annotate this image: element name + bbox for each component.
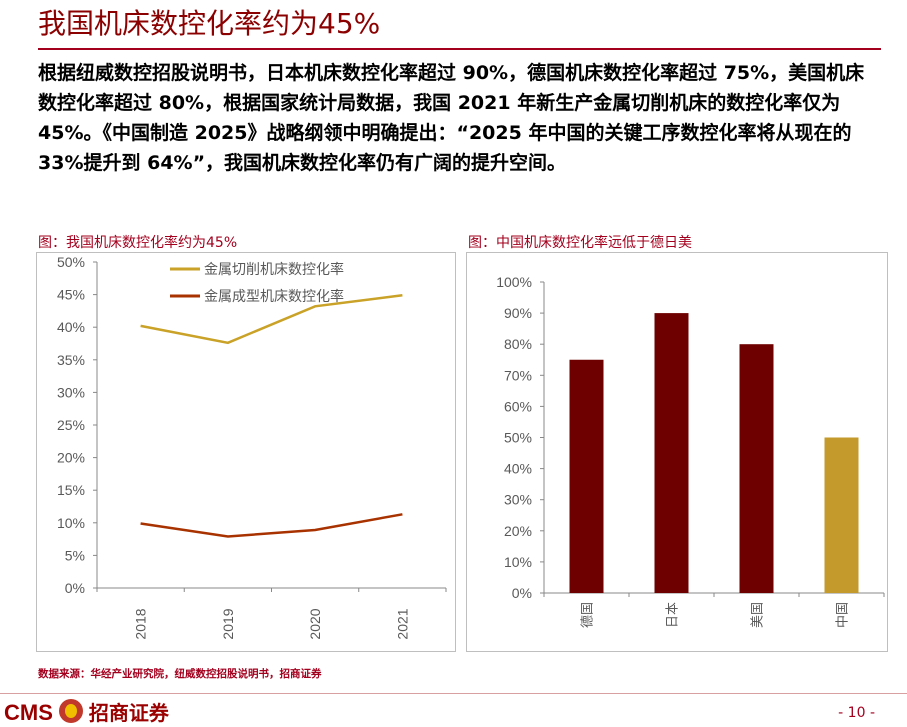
bar-chart-title: 图：中国机床数控化率远低于德日美 <box>468 235 692 251</box>
x-tick-label: 2021 <box>394 608 410 639</box>
y-tick-label: 10% <box>504 554 532 570</box>
bar-chart: 0% 10% 20% 30% 40% 50% 60% 70% 80% 90% 100% 德国 日本 美国 中… <box>466 252 888 652</box>
y-tick-label: 60% <box>504 398 532 414</box>
y-tick-label: 100% <box>496 274 532 290</box>
x-tick-label: 中国 <box>835 602 850 628</box>
series-line-1 <box>140 294 403 345</box>
y-tick-label: 20% <box>504 523 532 539</box>
y-tick-label: 5% <box>65 547 85 563</box>
page-number: - 10 - <box>838 705 875 721</box>
footer-divider <box>0 693 907 694</box>
y-tick-label: 10% <box>57 515 85 531</box>
legend-label-1: 金属切削机床数控化率 <box>204 261 344 277</box>
y-tick-label: 70% <box>504 367 532 383</box>
page-title: 我国机床数控化率约为45% <box>38 7 381 40</box>
line-chart-title: 图：我国机床数控化率约为45% <box>38 235 238 251</box>
bar-1 <box>569 359 604 593</box>
y-tick-label: 0% <box>512 585 532 601</box>
y-tick-label: 30% <box>57 384 85 400</box>
y-tick-label: 20% <box>57 450 85 466</box>
logo-cn-text: 招商证券 <box>88 701 169 725</box>
line-chart-frame <box>36 252 456 652</box>
legend-label-2: 金属成型机床数控化率 <box>204 288 344 304</box>
y-tick-label: 45% <box>57 287 85 303</box>
x-tick-label: 2019 <box>220 608 236 639</box>
y-tick-label: 40% <box>504 461 532 477</box>
x-tick-label: 日本 <box>665 602 680 628</box>
company-logo: CMS 招商证券 <box>4 697 169 726</box>
title-divider <box>38 48 881 50</box>
y-tick-label: 40% <box>57 319 85 335</box>
y-tick-label: 50% <box>57 254 85 270</box>
y-tick-label: 0% <box>65 580 85 596</box>
logo-mark-icon <box>58 699 83 723</box>
x-tick-label: 2020 <box>307 608 323 639</box>
line-chart: 0% 5% 10% 15% 20% 25% 30% 35% 40% 45% 50% 2018 2019 2… <box>36 252 456 652</box>
y-tick-label: 90% <box>504 305 532 321</box>
bar-3 <box>739 344 774 593</box>
series-line-2 <box>140 513 403 538</box>
body-paragraph: 根据纽威数控招股说明书，日本机床数控化率超过 90%，德国机床数控化率超过 75… <box>38 62 865 174</box>
y-tick-label: 15% <box>57 482 85 498</box>
logo-text: CMS <box>4 700 53 725</box>
y-tick-label: 35% <box>57 352 85 368</box>
y-tick-label: 80% <box>504 336 532 352</box>
x-tick-label: 德国 <box>580 602 595 628</box>
y-tick-label: 50% <box>504 430 532 446</box>
bar-4 <box>824 437 859 593</box>
bar-2 <box>654 313 689 593</box>
data-source: 数据来源：华经产业研究院，纽威数控招股说明书，招商证券 <box>38 668 322 680</box>
y-tick-label: 25% <box>57 417 85 433</box>
x-tick-label: 2018 <box>133 608 149 639</box>
y-tick-label: 30% <box>504 492 532 508</box>
x-tick-label: 美国 <box>750 602 765 628</box>
